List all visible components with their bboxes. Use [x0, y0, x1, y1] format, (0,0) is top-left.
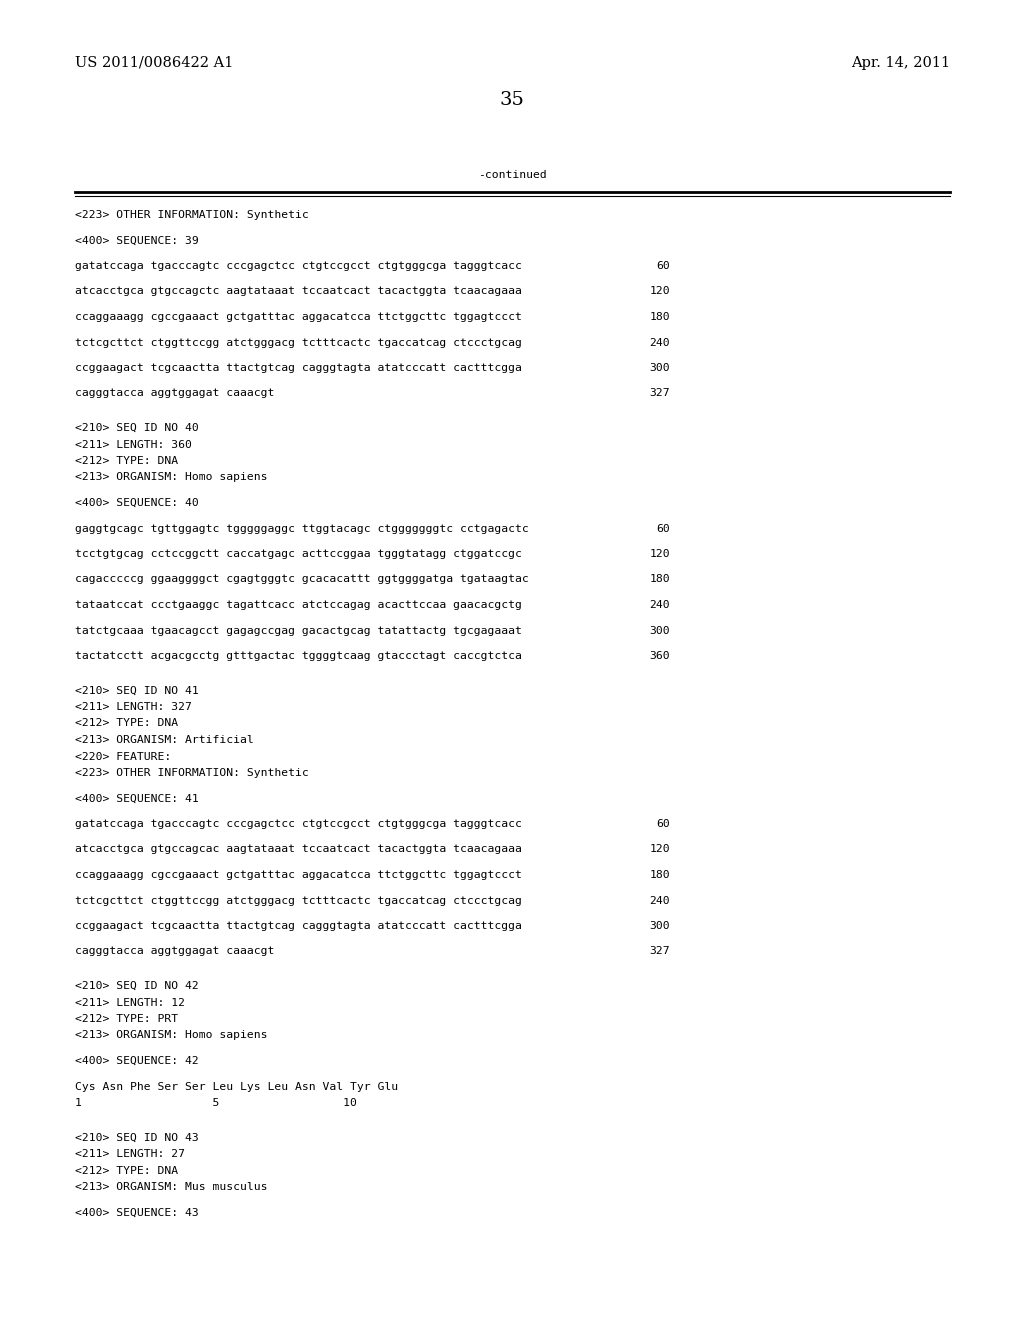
Text: <400> SEQUENCE: 43: <400> SEQUENCE: 43: [75, 1208, 199, 1217]
Text: Apr. 14, 2011: Apr. 14, 2011: [851, 55, 950, 70]
Text: <212> TYPE: PRT: <212> TYPE: PRT: [75, 1014, 178, 1024]
Text: <211> LENGTH: 12: <211> LENGTH: 12: [75, 998, 185, 1007]
Text: 180: 180: [649, 574, 670, 585]
Text: 1                   5                  10: 1 5 10: [75, 1098, 357, 1107]
Text: 60: 60: [656, 818, 670, 829]
Text: <220> FEATURE:: <220> FEATURE:: [75, 751, 171, 762]
Text: 180: 180: [649, 312, 670, 322]
Text: 327: 327: [649, 388, 670, 399]
Text: <223> OTHER INFORMATION: Synthetic: <223> OTHER INFORMATION: Synthetic: [75, 768, 309, 777]
Text: ccggaagact tcgcaactta ttactgtcag cagggtagta atatcccatt cactttcgga: ccggaagact tcgcaactta ttactgtcag cagggta…: [75, 921, 522, 931]
Text: <400> SEQUENCE: 41: <400> SEQUENCE: 41: [75, 793, 199, 804]
Text: gatatccaga tgacccagtc cccgagctcc ctgtccgcct ctgtgggcga tagggtcacc: gatatccaga tgacccagtc cccgagctcc ctgtccg…: [75, 818, 522, 829]
Text: 120: 120: [649, 286, 670, 297]
Text: 35: 35: [500, 91, 524, 110]
Text: tatctgcaaa tgaacagcct gagagccgag gacactgcag tatattactg tgcgagaaat: tatctgcaaa tgaacagcct gagagccgag gacactg…: [75, 626, 522, 635]
Text: <223> OTHER INFORMATION: Synthetic: <223> OTHER INFORMATION: Synthetic: [75, 210, 309, 220]
Text: ccaggaaagg cgccgaaact gctgatttac aggacatcca ttctggcttc tggagtccct: ccaggaaagg cgccgaaact gctgatttac aggacat…: [75, 870, 522, 880]
Text: <213> ORGANISM: Homo sapiens: <213> ORGANISM: Homo sapiens: [75, 473, 267, 483]
Text: atcacctgca gtgccagcac aagtataaat tccaatcact tacactggta tcaacagaaa: atcacctgca gtgccagcac aagtataaat tccaatc…: [75, 845, 522, 854]
Text: 240: 240: [649, 338, 670, 347]
Text: 60: 60: [656, 524, 670, 533]
Text: tctcgcttct ctggttccgg atctgggacg tctttcactc tgaccatcag ctccctgcag: tctcgcttct ctggttccgg atctgggacg tctttca…: [75, 895, 522, 906]
Text: <212> TYPE: DNA: <212> TYPE: DNA: [75, 455, 178, 466]
Text: 240: 240: [649, 895, 670, 906]
Text: <400> SEQUENCE: 42: <400> SEQUENCE: 42: [75, 1056, 199, 1067]
Text: tactatcctt acgacgcctg gtttgactac tggggtcaag gtaccctagt caccgtctca: tactatcctt acgacgcctg gtttgactac tggggtc…: [75, 651, 522, 661]
Text: <210> SEQ ID NO 42: <210> SEQ ID NO 42: [75, 981, 199, 991]
Text: <212> TYPE: DNA: <212> TYPE: DNA: [75, 718, 178, 729]
Text: <212> TYPE: DNA: <212> TYPE: DNA: [75, 1166, 178, 1176]
Text: Cys Asn Phe Ser Ser Leu Lys Leu Asn Val Tyr Glu: Cys Asn Phe Ser Ser Leu Lys Leu Asn Val …: [75, 1081, 398, 1092]
Text: tcctgtgcag cctccggctt caccatgagc acttccggaa tgggtatagg ctggatccgc: tcctgtgcag cctccggctt caccatgagc acttccg…: [75, 549, 522, 558]
Text: <211> LENGTH: 27: <211> LENGTH: 27: [75, 1148, 185, 1159]
Text: 240: 240: [649, 601, 670, 610]
Text: <211> LENGTH: 327: <211> LENGTH: 327: [75, 702, 191, 711]
Text: US 2011/0086422 A1: US 2011/0086422 A1: [75, 55, 233, 70]
Text: 180: 180: [649, 870, 670, 880]
Text: tctcgcttct ctggttccgg atctgggacg tctttcactc tgaccatcag ctccctgcag: tctcgcttct ctggttccgg atctgggacg tctttca…: [75, 338, 522, 347]
Text: 300: 300: [649, 921, 670, 931]
Text: <210> SEQ ID NO 41: <210> SEQ ID NO 41: [75, 685, 199, 696]
Text: ccaggaaagg cgccgaaact gctgatttac aggacatcca ttctggcttc tggagtccct: ccaggaaagg cgccgaaact gctgatttac aggacat…: [75, 312, 522, 322]
Text: cagggtacca aggtggagat caaacgt: cagggtacca aggtggagat caaacgt: [75, 388, 274, 399]
Text: gatatccaga tgacccagtc cccgagctcc ctgtccgcct ctgtgggcga tagggtcacc: gatatccaga tgacccagtc cccgagctcc ctgtccg…: [75, 261, 522, 271]
Text: 300: 300: [649, 626, 670, 635]
Text: tataatccat ccctgaaggc tagattcacc atctccagag acacttccaa gaacacgctg: tataatccat ccctgaaggc tagattcacc atctcca…: [75, 601, 522, 610]
Text: <400> SEQUENCE: 40: <400> SEQUENCE: 40: [75, 498, 199, 508]
Text: -continued: -continued: [477, 170, 547, 180]
Text: 120: 120: [649, 549, 670, 558]
Text: cagacccccg ggaaggggct cgagtgggtc gcacacattt ggtggggatga tgataagtac: cagacccccg ggaaggggct cgagtgggtc gcacaca…: [75, 574, 528, 585]
Text: 60: 60: [656, 261, 670, 271]
Text: 327: 327: [649, 946, 670, 957]
Text: <213> ORGANISM: Mus musculus: <213> ORGANISM: Mus musculus: [75, 1181, 267, 1192]
Text: <213> ORGANISM: Artificial: <213> ORGANISM: Artificial: [75, 735, 254, 744]
Text: ccggaagact tcgcaactta ttactgtcag cagggtagta atatcccatt cactttcgga: ccggaagact tcgcaactta ttactgtcag cagggta…: [75, 363, 522, 374]
Text: 120: 120: [649, 845, 670, 854]
Text: 360: 360: [649, 651, 670, 661]
Text: <213> ORGANISM: Homo sapiens: <213> ORGANISM: Homo sapiens: [75, 1031, 267, 1040]
Text: atcacctgca gtgccagctc aagtataaat tccaatcact tacactggta tcaacagaaa: atcacctgca gtgccagctc aagtataaat tccaatc…: [75, 286, 522, 297]
Text: gaggtgcagc tgttggagtc tgggggaggc ttggtacagc ctgggggggtc cctgagactc: gaggtgcagc tgttggagtc tgggggaggc ttggtac…: [75, 524, 528, 533]
Text: <400> SEQUENCE: 39: <400> SEQUENCE: 39: [75, 235, 199, 246]
Text: <210> SEQ ID NO 43: <210> SEQ ID NO 43: [75, 1133, 199, 1143]
Text: cagggtacca aggtggagat caaacgt: cagggtacca aggtggagat caaacgt: [75, 946, 274, 957]
Text: <211> LENGTH: 360: <211> LENGTH: 360: [75, 440, 191, 450]
Text: 300: 300: [649, 363, 670, 374]
Text: <210> SEQ ID NO 40: <210> SEQ ID NO 40: [75, 422, 199, 433]
